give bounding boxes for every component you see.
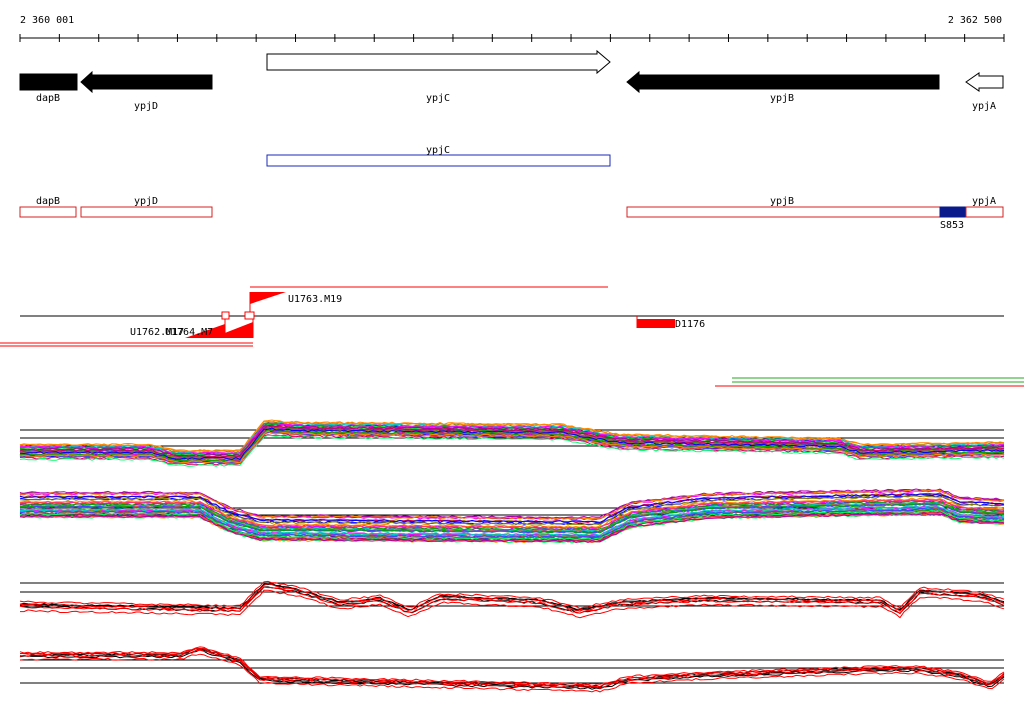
blue-label-ypjC: ypjC [426, 145, 450, 156]
gene-arrow-ypjC[interactable] [266, 49, 611, 75]
feature-flag-u1763[interactable] [250, 292, 286, 304]
feature-label-d1176: D1176 [675, 319, 705, 330]
feature-bar-d1176[interactable] [637, 319, 675, 328]
panel1-profile-line [19, 427, 1005, 461]
feature-flag-u1764[interactable] [212, 322, 253, 338]
panel1-profile-line [19, 422, 1005, 455]
gene-label-ypjB: ypjB [770, 93, 794, 104]
gene-arrow-dapB[interactable] [19, 73, 78, 91]
panel1-profile-line [19, 419, 1005, 452]
panel1-profile-line [19, 434, 1005, 467]
feature-flag-u1762[interactable] [185, 324, 225, 338]
ruler-start-label: 2 360 001 [20, 15, 74, 26]
panel1-profile-line [19, 429, 1005, 462]
red-box-dapB[interactable] [19, 206, 77, 218]
red-label-dapB: dapB [36, 196, 60, 207]
panel4-red-profile-line [19, 646, 1005, 686]
blue-annotation-track: ypjC [266, 145, 611, 167]
panel2-profile-line [19, 512, 1005, 543]
red-box-ypjD[interactable] [80, 206, 213, 218]
red-label-ypjD: ypjD [134, 196, 158, 207]
gene-arrow-ypjA[interactable] [965, 72, 1004, 92]
feature-track: U1763.M19 U1762.M17 U1764.M7 D1176 [0, 286, 1024, 387]
panel2-profile-line [19, 509, 1005, 541]
expression-panels [19, 419, 1005, 693]
gene-arrow-ypjD[interactable] [80, 70, 213, 94]
site-label-S853: S853 [940, 220, 964, 231]
panel2-profile-line [19, 495, 1005, 526]
feature-label-u1763: U1763.M19 [288, 294, 342, 305]
red-annotation-track: dapB ypjD ypjB ypjA S853 [19, 196, 1004, 231]
panel2-profile-line [19, 505, 1005, 536]
panel1-profile-line [19, 425, 1005, 458]
feature-marker-b[interactable] [244, 311, 255, 320]
panel3-red-profile-line [19, 582, 1005, 612]
panel3-red-profile-line [19, 580, 1005, 610]
panel3-profile-line [19, 582, 1005, 611]
red-box-ypjA[interactable] [965, 206, 1004, 218]
gene-label-ypjA: ypjA [972, 101, 996, 112]
coordinate-ruler: 2 360 001 2 362 500 [19, 15, 1005, 42]
ruler-end-label: 2 362 500 [948, 15, 1002, 26]
panel3-red-profile-line [20, 589, 1005, 619]
panel1-profile-line [19, 430, 1005, 464]
gene-label-dapB: dapB [36, 93, 60, 104]
red-box-ypjB[interactable] [626, 206, 941, 218]
blue-box-ypjC[interactable] [266, 154, 611, 167]
panel4-red-profile-line [19, 653, 1005, 693]
panel4-red-profile-line [19, 649, 1005, 689]
panel2-profile-line [19, 493, 1005, 524]
feature-label-u1762: U1762.M17 [130, 327, 184, 338]
feature-label-u1764: U1764.M7 [165, 327, 213, 338]
panel4-red-profile-line [20, 647, 1005, 688]
panel2-profile-line [19, 489, 1005, 520]
gene-label-ypjD: ypjD [134, 101, 158, 112]
gene-track: dapB ypjD ypjC ypjB ypjA [19, 49, 1004, 112]
gene-arrow-ypjB[interactable] [626, 70, 940, 94]
panel2-profile-line [19, 498, 1005, 530]
panel2-profile-line [19, 498, 1005, 530]
panel2-profile-line [19, 507, 1005, 539]
panel3-red-profile-line [19, 586, 1005, 615]
feature-marker-a[interactable] [221, 311, 230, 320]
gene-label-ypjC: ypjC [426, 93, 450, 104]
ruler-ticks [19, 34, 1005, 42]
red-label-ypjB: ypjB [770, 196, 794, 207]
site-box-S853[interactable] [939, 206, 967, 218]
red-label-ypjA: ypjA [972, 196, 996, 207]
panel4-profile-line [19, 649, 1005, 690]
panel2-profile-line [19, 503, 1005, 534]
